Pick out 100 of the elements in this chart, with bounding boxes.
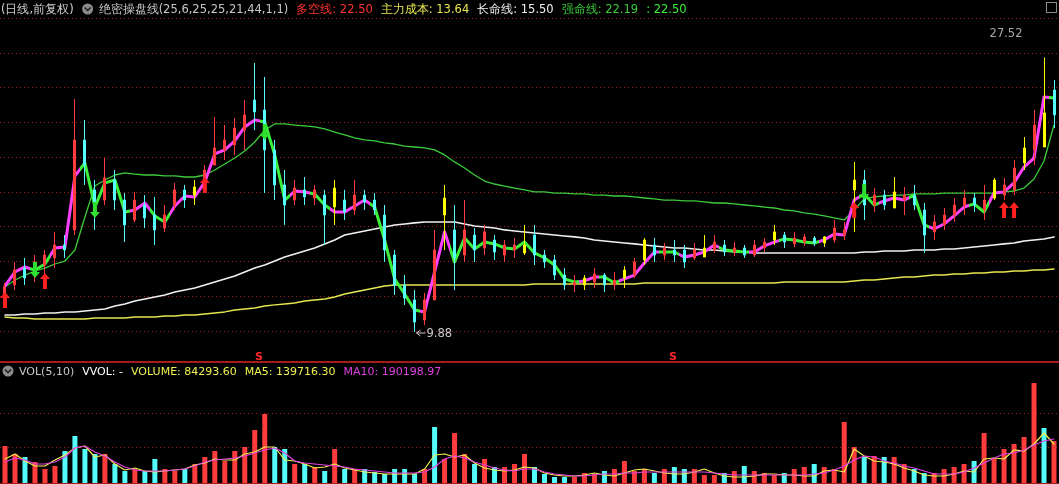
candlestick: [813, 235, 816, 247]
bar: [841, 422, 847, 483]
candlestick: [963, 189, 966, 216]
candlestick: [623, 265, 626, 289]
bar: [861, 457, 867, 483]
candlestick: [1023, 136, 1026, 171]
candlestick: [873, 187, 876, 213]
candlestick: [503, 239, 506, 263]
candlestick: [363, 189, 366, 211]
bar: [112, 464, 118, 483]
candlestick: [283, 169, 286, 226]
bar: [42, 469, 48, 483]
candlestick: [933, 214, 936, 241]
bar: [102, 454, 108, 483]
bar: [72, 436, 78, 483]
bar: [911, 469, 917, 483]
candlestick: [833, 219, 836, 244]
text: MA5: 139716.30: [244, 365, 336, 378]
candlestick: [883, 189, 886, 211]
bar: [52, 466, 58, 483]
bar: [452, 433, 458, 483]
candlestick: [433, 229, 436, 301]
bar: [1001, 449, 1007, 483]
candlestick: [763, 237, 766, 253]
candlestick: [143, 194, 146, 229]
bar: [222, 461, 228, 483]
candlestick: [183, 184, 186, 209]
candlestick: [583, 274, 586, 291]
candlestick: [333, 179, 336, 226]
bar: [951, 467, 957, 483]
annotation: 9.88: [426, 326, 453, 340]
bar: [711, 475, 717, 483]
candlestick: [23, 257, 26, 286]
text: MA10: 190198.97: [343, 365, 442, 378]
candlestick: [563, 267, 566, 291]
bar: [551, 477, 557, 483]
candlestick: [693, 242, 696, 261]
candlestick: [73, 98, 76, 236]
bar: [182, 469, 188, 483]
candlestick: [103, 157, 106, 206]
candlestick: [253, 62, 256, 131]
bar: [432, 427, 438, 483]
candlestick: [853, 161, 856, 233]
candlestick: [123, 192, 126, 243]
candlestick: [993, 177, 996, 201]
candlestick: [393, 249, 396, 296]
candlestick: [1003, 177, 1006, 201]
bar: [412, 474, 418, 483]
bar: [701, 475, 707, 483]
bar: [2, 446, 8, 483]
bar: [1051, 441, 1057, 483]
candlestick: [113, 169, 116, 211]
candlestick: [893, 176, 896, 209]
bar: [132, 469, 138, 483]
bar: [561, 477, 567, 483]
bar: [442, 459, 448, 483]
bar: [332, 449, 338, 483]
bar: [122, 471, 128, 483]
text: S: [255, 350, 264, 363]
candlestick: [323, 189, 326, 246]
candlestick: [193, 179, 196, 206]
candlestick: [63, 234, 66, 259]
bar: [991, 459, 997, 483]
candlestick: [943, 207, 946, 231]
candlestick: [593, 267, 596, 289]
candlestick: [913, 184, 916, 211]
text: 强命线: 22.19: [561, 2, 639, 16]
candlestick: [543, 249, 546, 269]
bar: [382, 474, 388, 483]
candlestick: [473, 227, 476, 263]
candlestick: [1053, 79, 1056, 129]
candlestick: [453, 204, 456, 291]
candlestick: [413, 289, 416, 333]
candlestick: [663, 242, 666, 261]
candlestick: [423, 292, 426, 326]
text: 主力成本: 13.64: [380, 2, 470, 16]
candlestick: [163, 204, 166, 233]
candlestick: [133, 191, 136, 223]
bar: [621, 461, 627, 483]
bar: [1041, 428, 1047, 483]
candlestick: [573, 274, 576, 293]
text: 多空线: 22.50: [296, 2, 373, 16]
bar: [62, 451, 68, 483]
candlestick: [293, 179, 296, 206]
candlestick: [923, 202, 926, 254]
bar: [172, 471, 178, 483]
bar: [881, 457, 887, 483]
bar: [272, 447, 278, 483]
bar: [302, 464, 308, 483]
bar: [571, 477, 577, 483]
candlestick: [843, 221, 846, 241]
candlestick: [403, 274, 406, 306]
candlestick: [13, 261, 16, 291]
bar: [541, 474, 547, 483]
bar: [981, 433, 987, 483]
text: : 22.50: [646, 2, 687, 16]
candlestick: [743, 244, 746, 259]
candlestick: [1033, 109, 1036, 166]
bar: [322, 471, 328, 483]
bar: [22, 457, 28, 483]
